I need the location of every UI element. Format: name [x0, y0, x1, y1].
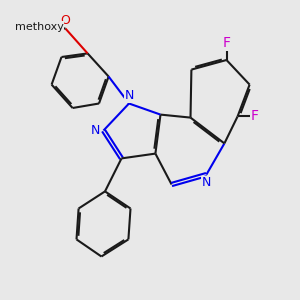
Text: methoxy: methoxy — [15, 22, 63, 32]
Text: N: N — [202, 176, 211, 190]
Text: N: N — [124, 89, 134, 102]
Text: O: O — [61, 14, 70, 27]
Text: F: F — [223, 36, 230, 50]
Text: F: F — [251, 110, 259, 123]
Text: N: N — [90, 124, 100, 137]
